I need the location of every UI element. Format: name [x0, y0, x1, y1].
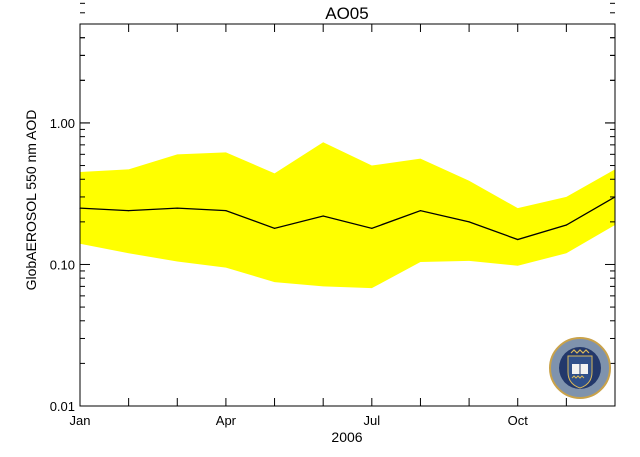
x-tick-label: Jul [364, 413, 381, 428]
data-point-mar [176, 207, 178, 209]
mean-line [79, 196, 616, 241]
data-point-may [273, 227, 276, 229]
range-band [80, 142, 615, 289]
data-point-nov [565, 224, 567, 226]
x-tick-label: Jan [70, 413, 91, 428]
y-axis-label: GlobAEROSOL 550 nm AOD [23, 110, 39, 291]
x-tick-label: Oct [508, 413, 529, 428]
data-point-oct [517, 238, 519, 241]
y-tick-label: 1.00 [50, 116, 75, 131]
plot-frame [79, 23, 616, 407]
university-seal-logo [549, 337, 611, 399]
data-point-sep [468, 221, 470, 223]
data-point-apr [225, 210, 227, 212]
plot-area: Jan Apr Jul Oct 0.01 0.10 1.00 [50, 2, 616, 428]
data-point-aug [419, 210, 422, 212]
data-point-jul [371, 227, 373, 229]
x-tick-label: Apr [216, 413, 237, 428]
y-tick-label: 0.01 [50, 399, 75, 414]
x-axis-label: 2006 [331, 429, 362, 445]
data-point-feb [128, 210, 130, 212]
y-tick-label: 0.10 [50, 257, 75, 272]
chart-title: AO05 [325, 4, 368, 23]
data-point-jun [322, 215, 324, 217]
